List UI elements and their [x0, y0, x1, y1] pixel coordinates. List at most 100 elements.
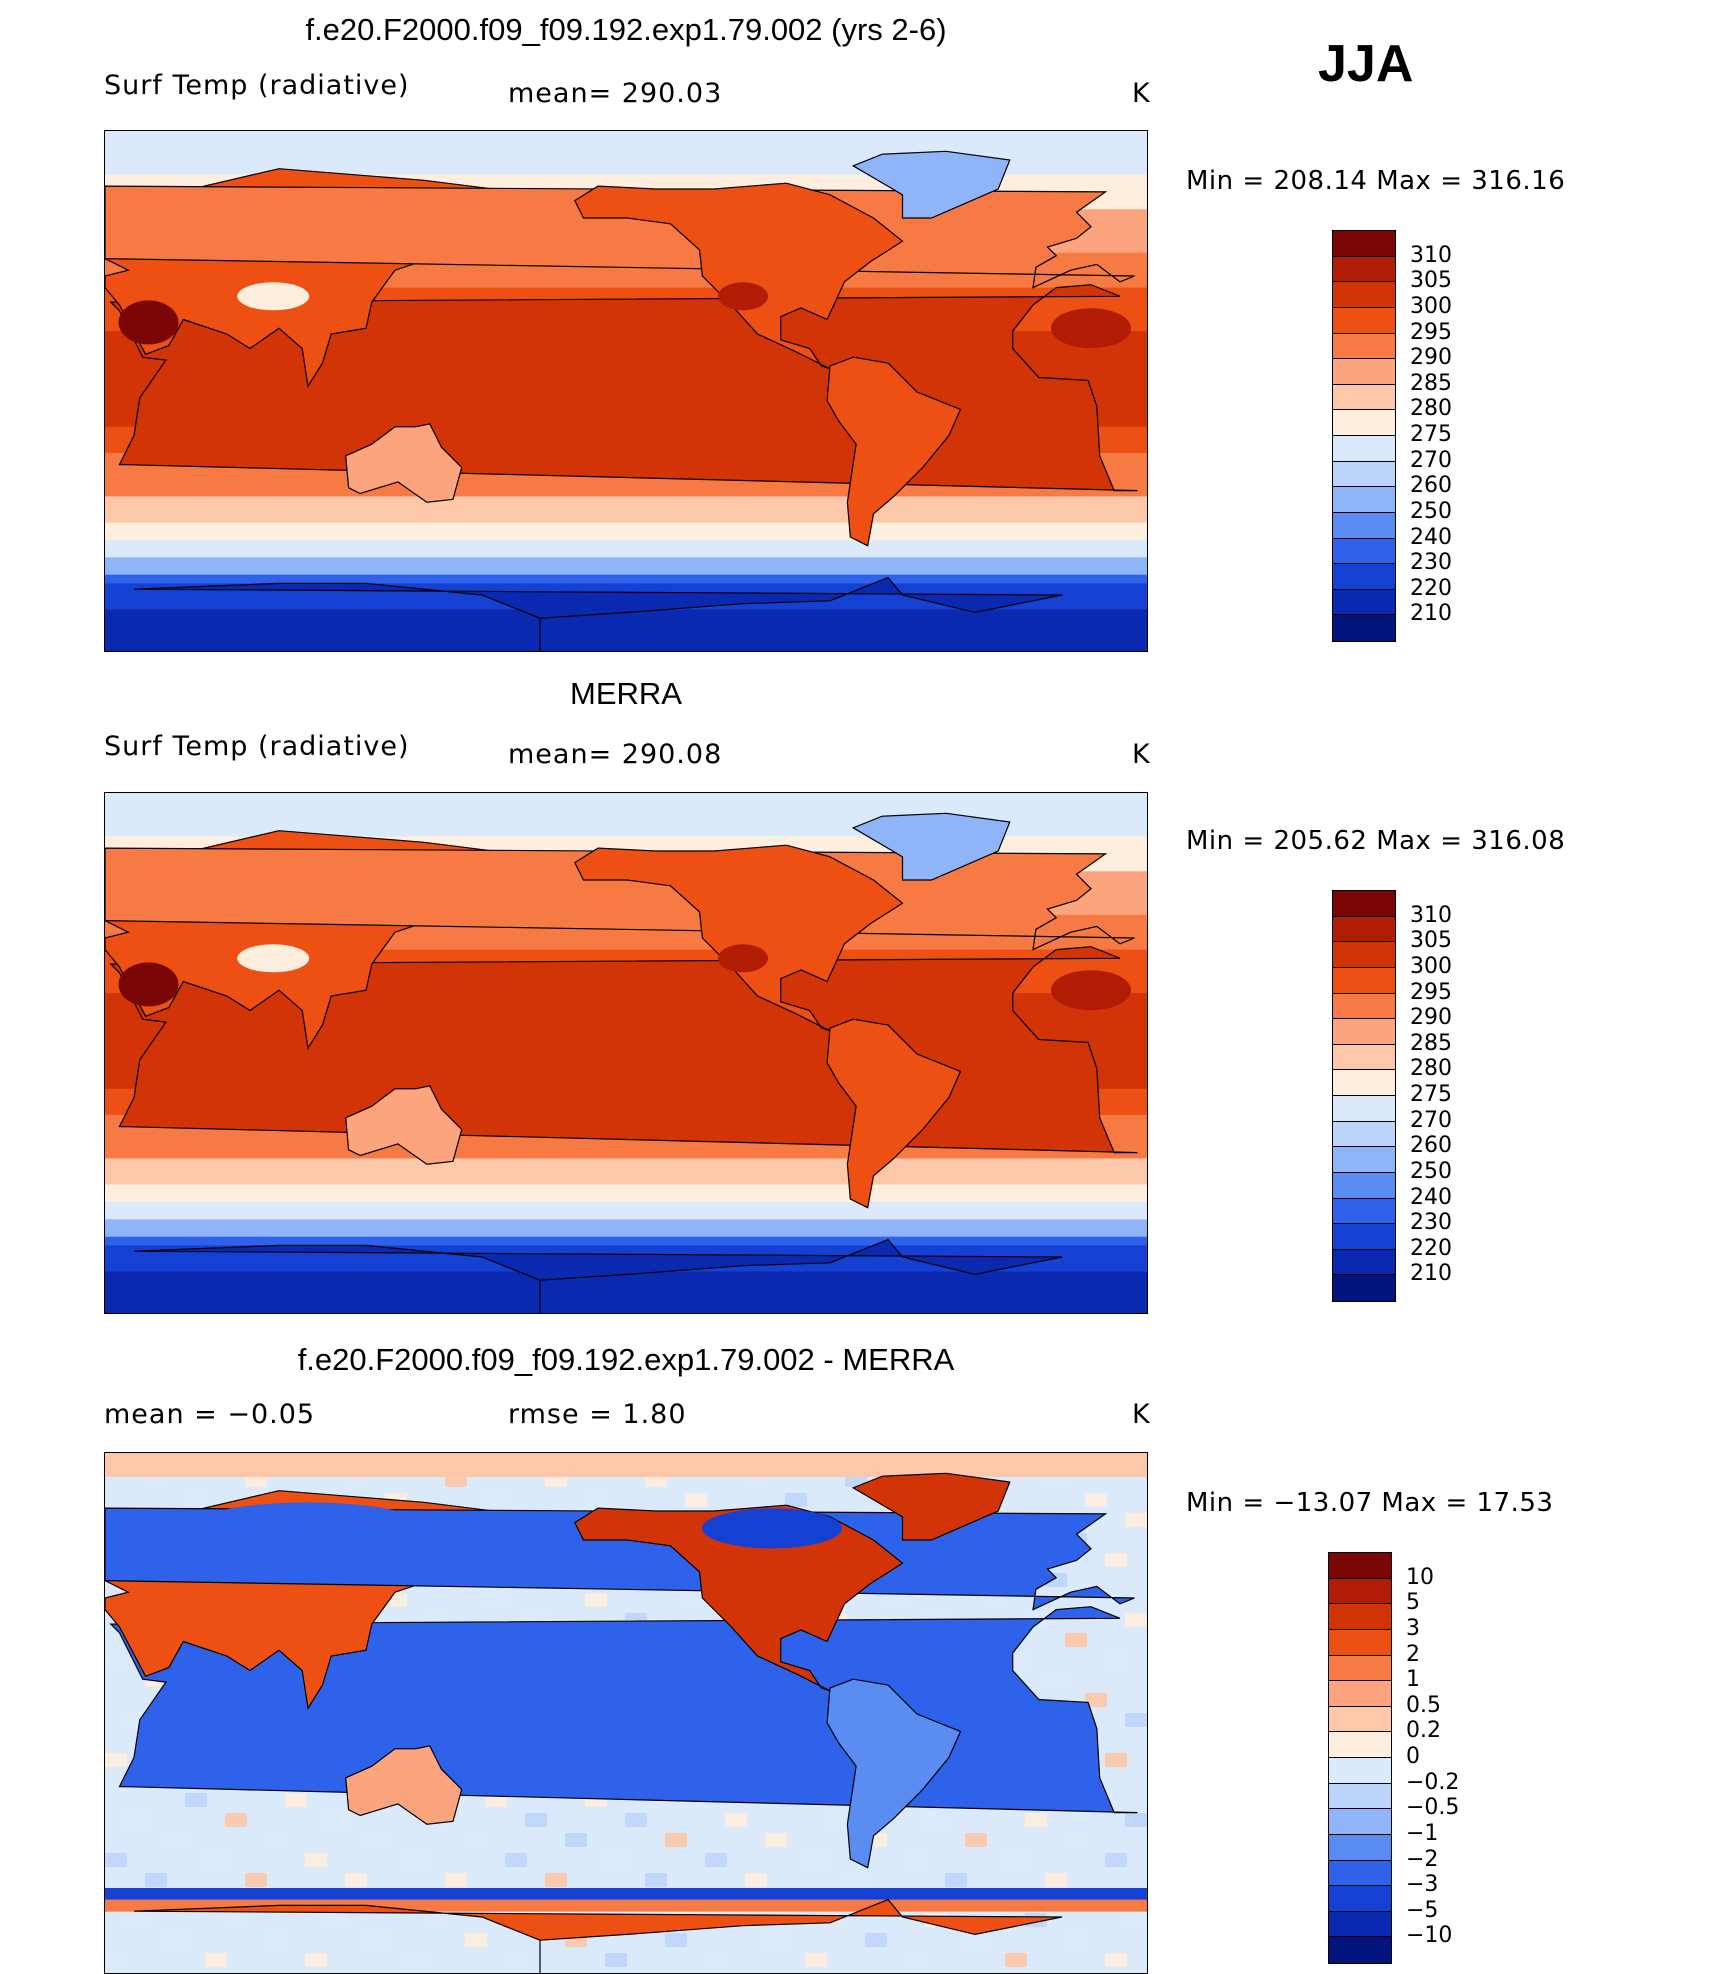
- difference-cell: [605, 1853, 627, 1867]
- temperature-band: [105, 1219, 1147, 1229]
- temperature-band: [105, 1201, 1147, 1212]
- arabia-hot-spot: [118, 962, 179, 1007]
- colorbar-swatch: [1329, 1937, 1391, 1963]
- colorbar-tick-label: 220: [1410, 575, 1452, 601]
- difference-cell: [765, 1833, 787, 1847]
- colorbar-tick-label: 210: [1410, 601, 1452, 627]
- temperature-band: [105, 522, 1147, 532]
- colorbar-tick-label: −0.2: [1406, 1769, 1460, 1795]
- panel-1-map-svg: [105, 131, 1147, 651]
- panel-3-title: f.e20.F2000.f09_f09.192.exp1.79.002 - ME…: [297, 1342, 955, 1377]
- difference-cell: [865, 1933, 887, 1947]
- difference-cell: [545, 1873, 567, 1887]
- difference-cell: [605, 1953, 627, 1967]
- temperature-band: [105, 557, 1147, 567]
- difference-cell: [705, 1953, 727, 1967]
- difference-cell: [1085, 1693, 1107, 1707]
- colorbar-swatch: [1333, 256, 1395, 283]
- colorbar-tick-label: 285: [1410, 1030, 1452, 1056]
- difference-cell: [905, 1953, 927, 1967]
- colorbar-tick-label: 260: [1410, 473, 1452, 499]
- difference-cell: [325, 1813, 347, 1827]
- panel-1-map: [104, 130, 1148, 652]
- temperature-band: [105, 539, 1147, 550]
- difference-cell: [1125, 1913, 1147, 1927]
- colorbar-swatch: [1329, 1758, 1391, 1784]
- difference-cell: [465, 1833, 487, 1847]
- temperature-band: [105, 531, 1147, 541]
- difference-cell: [1045, 1673, 1067, 1687]
- panel-1-title: f.e20.F2000.f09_f09.192.exp1.79.002 (yrs…: [305, 12, 947, 47]
- difference-cell: [645, 1873, 667, 1887]
- difference-cell: [685, 1593, 707, 1607]
- colorbar-tick-label: 220: [1410, 1235, 1452, 1261]
- panel-2-colorbar: [1332, 890, 1396, 1302]
- colorbar-swatch: [1333, 538, 1395, 565]
- colorbar-tick-label: 230: [1410, 1210, 1452, 1236]
- colorbar-tick-label: 270: [1410, 447, 1452, 473]
- difference-cell: [1125, 1813, 1147, 1827]
- temperature-band: [105, 609, 1147, 619]
- panel-3-mean-label: mean = −0.05: [104, 1399, 316, 1430]
- colorbar-swatch: [1329, 1886, 1391, 1912]
- difference-cell: [245, 1873, 267, 1887]
- temperature-band: [105, 1184, 1147, 1194]
- difference-cell: [685, 1493, 707, 1507]
- difference-cell: [365, 1933, 387, 1947]
- temperature-band: [105, 157, 1147, 167]
- greenland-outline: [851, 812, 1011, 881]
- difference-cell: [585, 1493, 607, 1507]
- temperature-band: [105, 635, 1147, 645]
- difference-cell: [365, 1833, 387, 1847]
- difference-cell: [105, 1653, 127, 1667]
- difference-cell: [105, 1953, 127, 1967]
- colorbar-swatch: [1333, 384, 1395, 411]
- colorbar-swatch: [1333, 410, 1395, 436]
- colorbar-swatch: [1333, 307, 1395, 334]
- antarctica-outline: [133, 1898, 1063, 1973]
- difference-cell: [1085, 1493, 1107, 1507]
- difference-cell: [1065, 1633, 1087, 1647]
- sw-us-hot-spot: [718, 282, 768, 311]
- difference-cell: [665, 1833, 687, 1847]
- temperature-band: [105, 287, 1147, 297]
- temperature-band: [105, 1141, 1147, 1151]
- temperature-band: [105, 583, 1147, 593]
- colorbar-swatch: [1333, 967, 1395, 994]
- difference-cell: [505, 1853, 527, 1867]
- temperature-band: [105, 836, 1147, 846]
- panel-3-minmax: Min = −13.07 Max = 17.53: [1186, 1488, 1554, 1518]
- colorbar-tick-label: −5: [1406, 1897, 1439, 1923]
- temperature-band: [105, 278, 1147, 289]
- colorbar-tick-label: 250: [1410, 498, 1452, 524]
- difference-cell: [305, 1953, 327, 1967]
- colorbar-swatch: [1333, 333, 1395, 360]
- colorbar-tick-label: 310: [1410, 242, 1452, 268]
- difference-cell: [625, 1813, 647, 1827]
- colorbar-tick-label: 240: [1410, 524, 1452, 550]
- colorbar-swatch: [1329, 1655, 1391, 1682]
- temperature-band: [105, 819, 1147, 829]
- temperature-band: [105, 1297, 1147, 1307]
- difference-cell: [485, 1593, 507, 1607]
- temperature-band: [105, 548, 1147, 558]
- colorbar-swatch: [1329, 1578, 1391, 1605]
- australia-outline: [345, 423, 463, 503]
- sahara-hot-spot: [1051, 970, 1131, 1011]
- temperature-band: [105, 487, 1147, 497]
- difference-cell: [745, 1873, 767, 1887]
- colorbar-tick-label: 240: [1410, 1184, 1452, 1210]
- temperature-band: [105, 505, 1147, 515]
- temperature-band: [105, 1210, 1147, 1220]
- difference-cell: [125, 1813, 147, 1827]
- temperature-band: [105, 1236, 1147, 1246]
- colorbar-swatch: [1329, 1834, 1391, 1861]
- difference-cell: [405, 1953, 427, 1967]
- europe-outline: [105, 185, 1135, 289]
- europe-outline: [105, 847, 1135, 951]
- difference-cell: [985, 1593, 1007, 1607]
- colorbar-swatch: [1333, 564, 1395, 590]
- temperature-band: [105, 793, 1147, 803]
- panel-3-units-label: K: [1132, 1399, 1151, 1430]
- panel-2-mean-label: mean= 290.08: [508, 739, 723, 770]
